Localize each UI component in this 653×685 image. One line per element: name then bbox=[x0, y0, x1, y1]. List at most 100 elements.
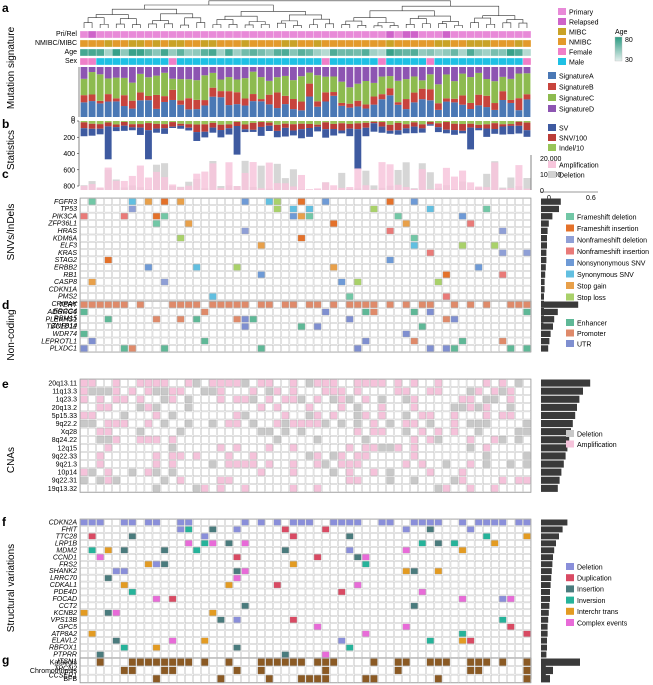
matrix-cell bbox=[386, 427, 394, 436]
matrix-cell bbox=[88, 242, 96, 249]
matrix-cell bbox=[442, 519, 451, 526]
matrix-cell bbox=[297, 581, 306, 589]
signature-bar-segment bbox=[257, 101, 265, 117]
matrix-cell bbox=[378, 271, 386, 278]
matrix-cell bbox=[305, 658, 314, 666]
matrix-cell bbox=[160, 387, 169, 395]
matrix-cell bbox=[329, 519, 338, 526]
track-cell-sex bbox=[208, 57, 218, 66]
matrix-cell bbox=[402, 285, 410, 293]
matrix-cell bbox=[241, 581, 249, 589]
matrix-cell bbox=[483, 227, 491, 235]
gene-label: 9q22.31 bbox=[52, 478, 77, 485]
gene-label: LEPROTL1 bbox=[41, 338, 77, 345]
matrix-cell bbox=[378, 264, 386, 271]
matrix-cell bbox=[370, 411, 378, 420]
statistics-bar-segment bbox=[249, 122, 257, 130]
statistics-bar-segment bbox=[418, 128, 426, 133]
matrix-cell bbox=[362, 220, 370, 227]
dendrogram-branch bbox=[228, 24, 238, 28]
matrix-cell bbox=[338, 411, 346, 420]
matrix-cell bbox=[354, 220, 362, 227]
statistics-bar-segment bbox=[434, 121, 442, 124]
matrix-cell bbox=[225, 616, 233, 623]
gene-label: CASP8 bbox=[54, 279, 77, 286]
matrix-cell bbox=[209, 387, 217, 395]
matrix-cell bbox=[289, 623, 298, 630]
signature-bar-segment bbox=[225, 91, 233, 106]
matrix-cell bbox=[80, 574, 88, 582]
matrix-cell bbox=[523, 588, 531, 596]
matrix-cell bbox=[104, 264, 112, 271]
statistics-bar-segment bbox=[265, 122, 273, 126]
matrix-cell bbox=[507, 444, 515, 452]
matrix-cell bbox=[168, 256, 177, 264]
matrix-cell bbox=[418, 666, 426, 675]
matrix-cell bbox=[136, 345, 145, 352]
matrix-cell bbox=[305, 395, 314, 403]
matrix-cell bbox=[329, 581, 338, 589]
track-cell-prirel bbox=[313, 30, 322, 39]
matrix-cell bbox=[483, 278, 491, 286]
cna-count-amplification bbox=[169, 184, 177, 190]
matrix-cell bbox=[249, 574, 257, 582]
matrix-cell bbox=[394, 278, 402, 286]
signature-bar-segment bbox=[185, 79, 193, 99]
matrix-cell bbox=[273, 526, 282, 533]
matrix-cell bbox=[426, 264, 435, 271]
matrix-cell bbox=[257, 581, 265, 589]
matrix-cell bbox=[217, 616, 225, 623]
matrix-cell bbox=[168, 315, 177, 323]
matrix-cell bbox=[112, 427, 120, 436]
matrix-cell bbox=[112, 602, 120, 610]
matrix-cell bbox=[241, 519, 249, 526]
track-cell-stage bbox=[120, 39, 129, 48]
matrix-cell bbox=[483, 616, 491, 623]
matrix-cell bbox=[305, 271, 314, 278]
matrix-cell bbox=[193, 468, 201, 476]
signature-bar-segment bbox=[233, 67, 241, 80]
matrix-cell bbox=[273, 403, 282, 412]
matrix-cell bbox=[362, 637, 370, 644]
matrix-cell bbox=[418, 256, 426, 264]
matrix-cell bbox=[80, 623, 88, 630]
matrix-cell bbox=[523, 436, 531, 444]
track-cell-stage bbox=[353, 39, 363, 48]
matrix-cell bbox=[329, 588, 338, 596]
matrix-cell bbox=[193, 212, 201, 220]
matrix-cell bbox=[418, 249, 426, 257]
matrix-cell bbox=[120, 220, 128, 227]
matrix-cell bbox=[281, 205, 290, 213]
matrix-cell bbox=[305, 674, 314, 683]
track-cell-sex bbox=[426, 57, 435, 66]
matrix-cell bbox=[289, 616, 298, 623]
matrix-cell bbox=[193, 595, 201, 603]
matrix-cell bbox=[386, 547, 394, 554]
matrix-cell bbox=[394, 293, 402, 300]
matrix-cell bbox=[305, 249, 314, 257]
matrix-cell bbox=[474, 595, 483, 603]
matrix-cell bbox=[80, 227, 88, 235]
matrix-cell bbox=[104, 271, 112, 278]
matrix-cell bbox=[185, 330, 193, 338]
statistics-bar-segment bbox=[394, 130, 402, 135]
signature-bar-segment bbox=[386, 95, 394, 117]
statistics-bar-segment bbox=[523, 121, 531, 123]
matrix-cell bbox=[370, 444, 378, 452]
signature-bar-segment bbox=[281, 104, 289, 117]
matrix-cell bbox=[209, 436, 217, 444]
matrix-cell bbox=[104, 242, 112, 249]
track-cell-sex bbox=[313, 57, 322, 66]
matrix-cell bbox=[80, 674, 88, 683]
matrix-cell bbox=[217, 651, 225, 658]
track-cell-sex bbox=[329, 57, 338, 66]
matrix-cell bbox=[136, 561, 145, 568]
track-cell-stage bbox=[490, 39, 499, 48]
matrix-cell bbox=[329, 526, 338, 533]
matrix-cell bbox=[338, 674, 346, 683]
matrix-cell bbox=[289, 345, 298, 352]
matrix-cell bbox=[378, 554, 386, 561]
matrix-cell bbox=[507, 315, 515, 323]
matrix-cell bbox=[402, 666, 410, 675]
gene-label: 12q15 bbox=[58, 445, 78, 452]
